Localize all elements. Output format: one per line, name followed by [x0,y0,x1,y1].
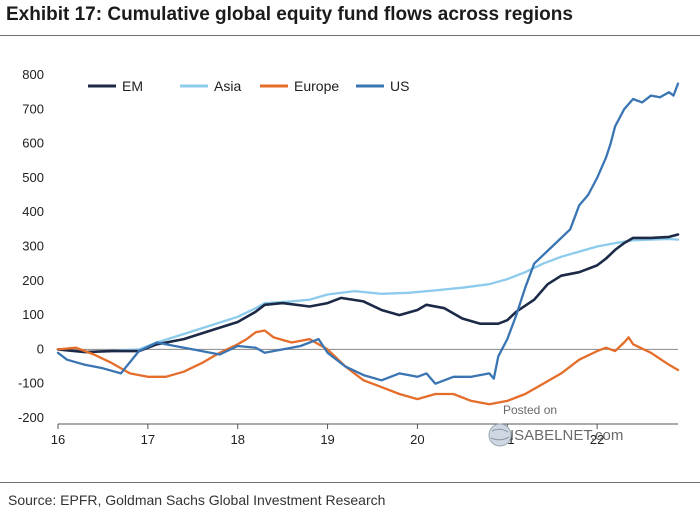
globe-icon [488,423,512,447]
y-tick-label: -100 [18,376,44,391]
legend-label-em: EM [122,78,143,94]
x-tick-label: 16 [51,432,65,447]
series-line-us [56,82,680,385]
y-tick-label: 300 [22,239,44,254]
y-tick-label: 200 [22,273,44,288]
series-line-em [56,233,680,354]
series-line-europe [56,329,680,406]
y-tick-label: 600 [22,136,44,151]
y-tick-label: 500 [22,170,44,185]
series-line-asia [56,237,680,354]
y-tick-label: 0 [37,341,44,356]
legend-label-us: US [390,78,409,94]
x-tick-label: 22 [590,432,604,447]
watermark-line2: ISABELNET.com [510,427,623,444]
watermark-line1: Posted on [503,403,557,417]
series-lines [56,82,680,406]
source-divider [0,482,700,483]
source-note: Source: EPFR, Goldman Sachs Global Inves… [8,492,386,508]
title-divider [0,35,700,36]
y-tick-label: -200 [18,410,44,425]
y-tick-label: 100 [22,307,44,322]
y-tick-label: 700 [22,101,44,116]
y-tick-label: 400 [22,204,44,219]
y-tick-label: 800 [22,67,44,82]
x-tick-label: 17 [141,432,155,447]
x-tick-label: 20 [410,432,424,447]
x-tick-label: 18 [230,432,244,447]
x-tick-label: 19 [320,432,334,447]
legend-label-asia: Asia [214,78,241,94]
watermark: Posted on ISABELNET.com [488,403,623,447]
chart-axes: 800 700 600 500 400 300 200 100 0 -100 -200 16 17 18 1… [18,67,678,447]
chart-title: Exhibit 17: Cumulative global equity fun… [6,4,573,25]
legend-label-europe: Europe [294,78,339,94]
legend: EM Asia Europe US [88,78,409,94]
